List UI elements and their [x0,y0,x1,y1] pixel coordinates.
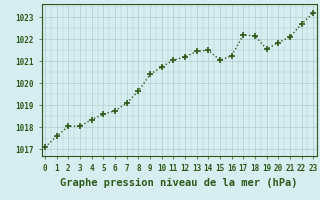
X-axis label: Graphe pression niveau de la mer (hPa): Graphe pression niveau de la mer (hPa) [60,178,298,188]
